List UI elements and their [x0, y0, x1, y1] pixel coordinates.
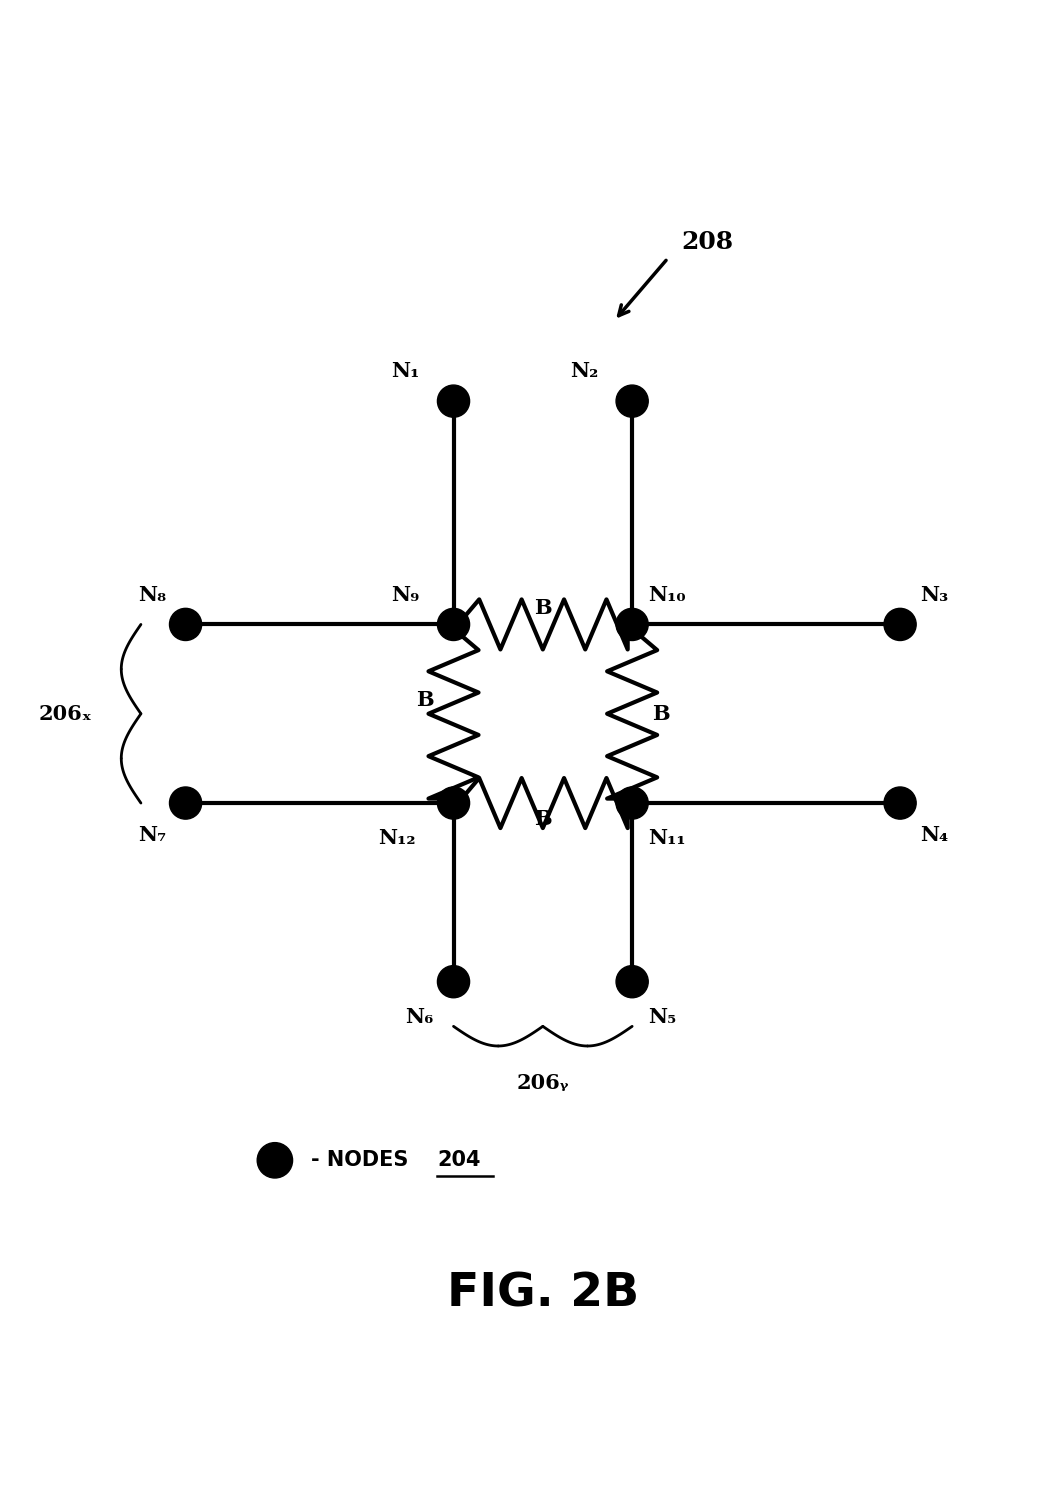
- Circle shape: [437, 966, 469, 998]
- Text: 204: 204: [437, 1150, 481, 1170]
- Text: N₂: N₂: [570, 362, 599, 381]
- Circle shape: [616, 384, 649, 417]
- Circle shape: [616, 608, 649, 641]
- Circle shape: [437, 384, 469, 417]
- Text: N₄: N₄: [920, 825, 948, 845]
- Circle shape: [616, 966, 649, 998]
- Text: N₁₁: N₁₁: [649, 828, 686, 848]
- Text: B: B: [534, 599, 552, 618]
- Text: 206ₓ: 206ₓ: [39, 703, 92, 724]
- Circle shape: [170, 608, 202, 641]
- Circle shape: [884, 608, 916, 641]
- Circle shape: [884, 787, 916, 820]
- Text: N₁₀: N₁₀: [649, 584, 686, 605]
- Text: B: B: [534, 809, 552, 828]
- Text: - NODES: - NODES: [310, 1150, 415, 1170]
- Text: N₆: N₆: [406, 1007, 434, 1027]
- Text: B: B: [416, 690, 434, 711]
- Text: 206ᵧ: 206ᵧ: [516, 1073, 569, 1092]
- Circle shape: [616, 787, 649, 820]
- Text: N₁₂: N₁₂: [379, 828, 416, 848]
- Text: N₈: N₈: [137, 584, 166, 605]
- Text: 208: 208: [681, 229, 734, 253]
- Circle shape: [257, 1143, 293, 1179]
- Text: N₁: N₁: [391, 362, 420, 381]
- Text: FIG. 2B: FIG. 2B: [447, 1272, 639, 1317]
- Circle shape: [437, 787, 469, 820]
- Circle shape: [170, 787, 202, 820]
- Text: N₃: N₃: [920, 584, 948, 605]
- Text: N₇: N₇: [137, 825, 166, 845]
- Text: N₉: N₉: [391, 584, 420, 605]
- Circle shape: [437, 608, 469, 641]
- Text: N₅: N₅: [649, 1007, 677, 1027]
- Text: B: B: [652, 703, 669, 724]
